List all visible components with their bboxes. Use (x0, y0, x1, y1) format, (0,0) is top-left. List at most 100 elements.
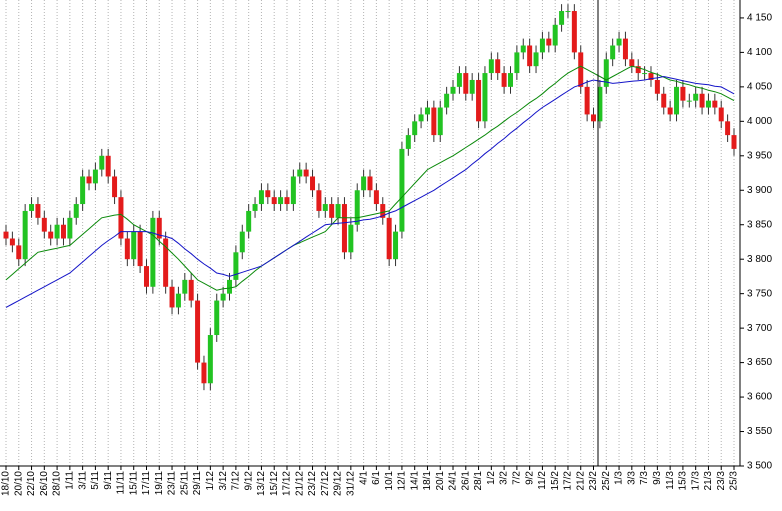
candle-body (156, 217, 162, 239)
candle-body (80, 176, 86, 205)
candle-body (469, 79, 475, 94)
x-tick-label: 20/10 (13, 471, 24, 496)
candle-body (195, 300, 201, 363)
candle-body (654, 79, 660, 94)
y-tick-label: 4 100 (747, 47, 772, 58)
candle-body (48, 231, 54, 239)
candle-body (495, 59, 501, 74)
candle-body (188, 279, 194, 301)
candle-body (131, 231, 137, 260)
x-tick-label: 6/1 (371, 471, 382, 485)
y-tick-label: 3 750 (747, 288, 772, 299)
y-tick-label: 4 150 (747, 13, 772, 24)
candle-body (112, 176, 118, 198)
candle-body (712, 100, 718, 108)
x-tick-label: 24/1 (448, 471, 459, 491)
candle-body (265, 190, 271, 198)
candle-body (444, 93, 450, 108)
x-tick-label: 3/2 (499, 471, 510, 485)
candle-body (220, 293, 226, 301)
y-tick-label: 4 000 (747, 116, 772, 127)
candle-body (501, 73, 507, 87)
candle-body (578, 52, 584, 87)
y-tick-label: 4 050 (747, 81, 772, 92)
x-tick-label: 3/3 (626, 471, 637, 485)
candle-body (335, 204, 341, 218)
candle-body (699, 93, 705, 108)
candle-body (661, 93, 667, 108)
x-tick-label: 23/2 (588, 471, 599, 491)
candle-body (246, 210, 252, 232)
x-tick-label: 15/11 (128, 471, 139, 496)
x-tick-label: 3/12 (218, 471, 229, 491)
x-tick-label: 23/11 (167, 471, 178, 496)
candle-body (527, 45, 533, 67)
candle-body (303, 169, 309, 177)
candle-body (463, 73, 469, 94)
candle-body (546, 38, 552, 46)
candle-body (258, 190, 264, 205)
x-tick-label: 29/11 (192, 471, 203, 496)
y-tick-label: 3 900 (747, 185, 772, 196)
candle-body (67, 217, 73, 239)
candle-body (635, 66, 641, 74)
x-tick-label: 10/1 (384, 471, 395, 491)
x-tick-label: 15/12 (269, 471, 280, 496)
x-tick-label: 9/3 (652, 471, 663, 485)
x-tick-label: 9/12 (243, 471, 254, 491)
candle-body (373, 190, 379, 205)
x-tick-label: 23/12 (307, 471, 318, 496)
candle-body (571, 11, 577, 53)
x-tick-label: 18/10 (1, 471, 12, 496)
candle-body (354, 190, 360, 225)
moving-average-line (5, 65, 735, 291)
x-tick-label: 11/3 (665, 471, 676, 490)
candle-body (680, 86, 686, 101)
candle-body (533, 52, 539, 67)
x-tick-label: 7/2 (512, 471, 523, 485)
candle-body (214, 300, 220, 336)
candle-body (9, 238, 15, 246)
candle-body (686, 100, 692, 102)
x-tick-label: 19/11 (154, 471, 165, 496)
x-tick-label: 1/2 (486, 471, 497, 485)
y-tick-label: 3 500 (747, 461, 772, 472)
x-tick-label: 31/12 (345, 471, 356, 496)
candle-body (361, 176, 367, 191)
candle-body (54, 224, 60, 239)
x-tick-label: 26/10 (39, 471, 50, 496)
candle-body (507, 73, 513, 87)
candle-body (201, 362, 207, 384)
candle-body (143, 266, 149, 287)
candle-body (105, 155, 111, 177)
candle-body (92, 169, 98, 184)
candle-body (693, 93, 699, 101)
plot-area (0, 0, 740, 466)
candle-body (169, 286, 175, 308)
x-tick-label: 15/2 (550, 471, 561, 491)
candle-body (316, 190, 322, 211)
x-tick-label: 28/10 (52, 471, 63, 496)
candle-body (386, 217, 392, 260)
candle-body (227, 279, 233, 294)
x-tick-label: 29/12 (333, 471, 344, 496)
candle-body (456, 73, 462, 87)
candle-body (629, 59, 635, 67)
candle-body (648, 73, 654, 80)
x-tick-label: 17/12 (282, 471, 293, 496)
candle-body (539, 38, 545, 53)
candle-body (278, 197, 284, 205)
y-tick-label: 3 600 (747, 392, 772, 403)
candle-body (616, 38, 622, 46)
x-tick-label: 21/2 (575, 471, 586, 491)
candle-body (725, 121, 731, 136)
candle-body (73, 204, 79, 218)
candle-body (35, 204, 41, 218)
x-tick-label: 15/3 (678, 471, 689, 491)
candle-body (450, 86, 456, 94)
candle-body (393, 231, 399, 260)
candle-body (60, 224, 66, 239)
candle-body (310, 176, 316, 191)
y-tick-label: 3 550 (747, 426, 772, 437)
